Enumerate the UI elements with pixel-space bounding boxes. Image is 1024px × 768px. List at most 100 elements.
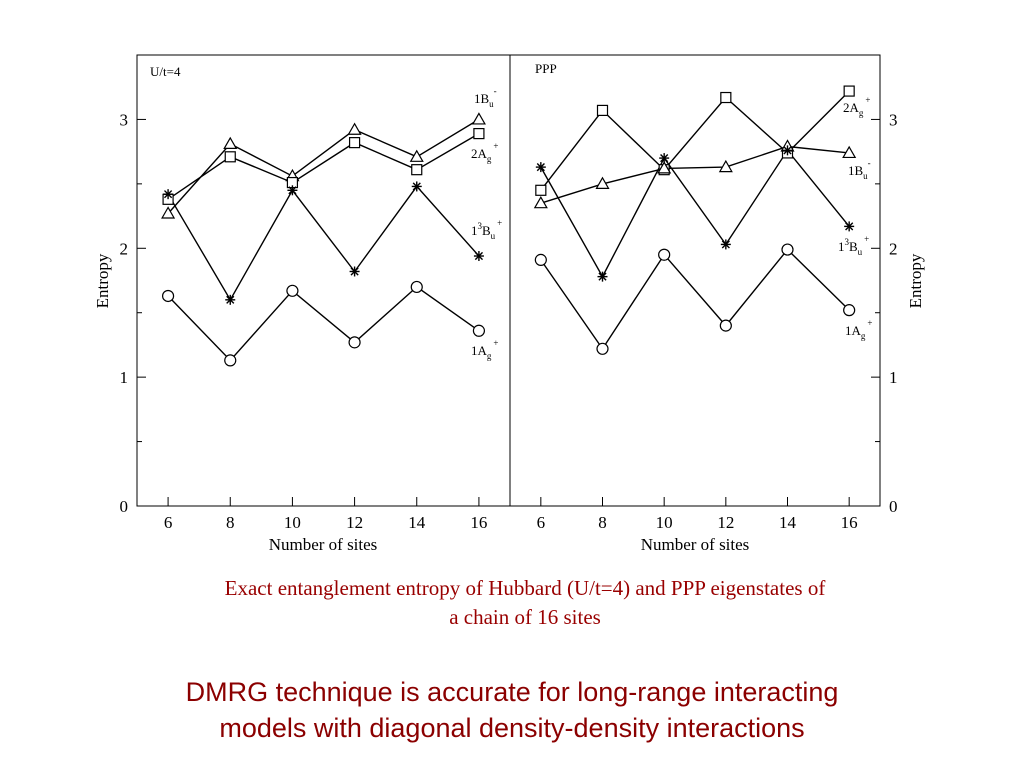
right-point-circle: [843, 304, 856, 317]
right-xtick-label: 12: [717, 513, 734, 532]
left-point-star: [163, 189, 174, 200]
left-plot-frame: [136, 54, 511, 507]
left-point-star: [473, 251, 484, 262]
left-point-star: [225, 294, 236, 305]
caption-line-1: Exact entanglement entropy of Hubbard (U…: [224, 576, 826, 600]
left-label-1ag-plus: 1Ag+: [471, 338, 498, 361]
right-label-2ag-plus: 2Ag+: [843, 95, 870, 118]
left-ytick-label: 3: [120, 110, 129, 129]
left-series-labels: 1Bu- 2Ag+ 13Bu+ 1Ag+: [471, 86, 502, 361]
right-point-square: [720, 91, 732, 104]
right-point-star: [844, 221, 855, 232]
left-point-triangle: [223, 136, 238, 150]
right-plot-frame: [509, 54, 881, 507]
figure-caption: Exact entanglement entropy of Hubbard (U…: [60, 574, 990, 632]
right-label-1bu-minus: 1Bu-: [848, 158, 871, 181]
right-panel-title: PPP: [535, 61, 557, 76]
right-series-line-star: [540, 149, 850, 279]
right-xtick-label: 8: [598, 513, 607, 532]
left-point-circle: [348, 336, 361, 349]
left-xtick-label: 10: [284, 513, 301, 532]
right-ytick-label: 1: [889, 368, 898, 387]
left-point-square: [411, 164, 423, 176]
right-series-line-triangle: [540, 145, 850, 204]
right-xtick-label: 14: [779, 513, 797, 532]
right-point-star: [720, 239, 731, 250]
right-label-1ag-plus: 1Ag+: [845, 318, 872, 341]
right-point-circle: [534, 253, 547, 266]
left-point-square: [224, 151, 236, 163]
left-point-triangle: [347, 122, 362, 135]
left-label-2ag-plus: 2Ag+: [471, 141, 498, 164]
left-xlabel: Number of sites: [269, 535, 378, 554]
right-xtick-label: 16: [841, 513, 858, 532]
right-ytick-label: 2: [889, 239, 898, 258]
left-point-circle: [286, 284, 299, 297]
left-point-star: [349, 266, 360, 277]
right-label-13bu-plus: 13Bu+: [838, 234, 869, 257]
left-ylabel: Entropy: [93, 253, 112, 308]
right-point-triangle: [657, 161, 672, 174]
right-ylabel: Entropy: [906, 253, 925, 308]
right-point-circle: [781, 243, 794, 256]
left-point-square: [348, 137, 361, 149]
left-point-triangle: [161, 206, 176, 219]
left-point-square: [473, 128, 485, 140]
right-point-triangle: [842, 145, 857, 159]
right-point-square: [843, 85, 855, 97]
caption-line-2: a chain of 16 sites: [449, 605, 601, 629]
right-point-triangle: [595, 176, 610, 189]
right-series-line-square: [540, 90, 850, 191]
left-xtick-label: 6: [164, 513, 173, 532]
right-point-star: [659, 153, 670, 164]
left-label-1bu-minus: 1Bu-: [474, 86, 497, 109]
left-point-star: [287, 185, 298, 196]
right-xtick-label: 6: [537, 513, 546, 532]
left-xtick-label: 14: [408, 513, 426, 532]
right-point-circle: [719, 319, 732, 332]
right-point-star: [535, 162, 546, 173]
right-point-circle: [658, 248, 671, 261]
left-point-circle: [161, 289, 175, 303]
right-series-line-circle: [540, 248, 850, 351]
left-point-star: [411, 181, 422, 192]
left-ytick-label: 1: [120, 368, 129, 387]
left-ytick-label: 0: [120, 497, 129, 516]
left-label-13bu-plus: 13Bu+: [471, 218, 502, 241]
takeaway-text: DMRG technique is accurate for long-rang…: [40, 674, 984, 746]
right-xlabel: Number of sites: [641, 535, 750, 554]
left-point-triangle: [409, 149, 424, 162]
left-series-line-triangle: [167, 118, 480, 214]
right-ytick-label: 0: [889, 497, 898, 516]
right-series-group: [533, 85, 857, 355]
right-point-triangle: [533, 195, 548, 209]
right-ytick-label: 3: [889, 110, 898, 129]
right-point-square: [596, 104, 609, 117]
right-point-square: [535, 184, 547, 196]
left-point-circle: [410, 280, 423, 294]
left-series-line-circle: [167, 286, 480, 362]
left-point-circle: [472, 324, 486, 337]
left-series-line-star: [167, 185, 480, 302]
left-xtick-label: 12: [346, 513, 363, 532]
left-point-triangle: [471, 112, 486, 125]
left-panel-title: U/t=4: [150, 64, 181, 79]
right-point-triangle: [718, 159, 733, 173]
left-series-line-square: [167, 132, 480, 200]
left-point-circle: [224, 354, 237, 367]
right-point-star: [597, 271, 608, 282]
right-xtick-label: 10: [656, 513, 673, 532]
takeaway-line-1: DMRG technique is accurate for long-rang…: [185, 677, 839, 707]
right-point-star: [782, 145, 793, 156]
left-xtick-label: 8: [226, 513, 235, 532]
takeaway-line-2: models with diagonal density-density int…: [219, 713, 805, 743]
left-xtick-label: 16: [470, 513, 487, 532]
left-series-group: [161, 112, 486, 367]
left-ytick-label: 2: [120, 239, 129, 258]
right-point-circle: [596, 342, 609, 355]
